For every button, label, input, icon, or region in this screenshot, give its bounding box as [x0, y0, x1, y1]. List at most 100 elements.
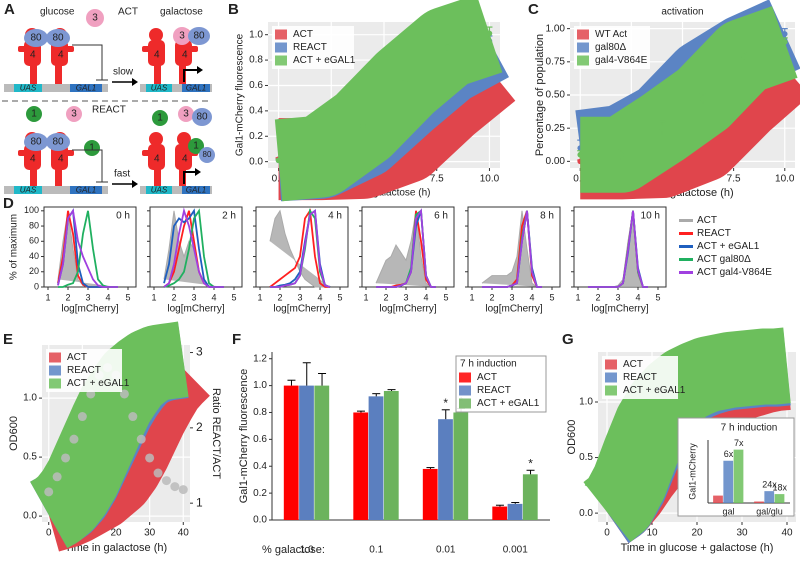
- x-tick-label: 40: [178, 528, 190, 539]
- x-tick-label: 20: [110, 528, 122, 539]
- panel-title: 10 h: [641, 211, 660, 222]
- data-point: [781, 31, 788, 37]
- y-tick-label: 0.5: [579, 452, 593, 463]
- bar: [368, 396, 384, 520]
- panel-title: 2 h: [222, 211, 236, 222]
- y-tick-label: 0.0: [253, 515, 267, 526]
- x-tick-label: 0: [46, 528, 52, 539]
- x-axis-label: log[mCherry]: [61, 304, 118, 315]
- x-tick-label: 1: [257, 292, 262, 302]
- y-tick-label: 0.0: [249, 156, 263, 167]
- dna: [4, 84, 108, 92]
- act-label: ACT: [118, 7, 138, 18]
- ratio-point: [77, 412, 87, 422]
- gal4-label: 4: [30, 154, 36, 165]
- transcription-arrow: [183, 69, 198, 82]
- y-axis-label: % of maximum: [9, 214, 20, 280]
- plot-frame: [255, 206, 349, 288]
- x-axis-label: log[mCherry]: [167, 304, 224, 315]
- x-tick-label: 4: [105, 292, 110, 302]
- x-tick-label: 7.5: [727, 174, 741, 185]
- y-tick-label: 20: [29, 266, 39, 276]
- legend-label: ACT gal80Δ: [697, 254, 751, 265]
- legend-label: ACT: [697, 215, 717, 226]
- y-axis-label: OD600: [8, 416, 20, 451]
- repression: [72, 149, 103, 182]
- legend-swatch: [605, 359, 617, 370]
- y-tick-label: 0.4: [253, 461, 267, 472]
- legend-label: REACT: [67, 365, 101, 376]
- data-point: [618, 151, 624, 158]
- histogram-curve: [270, 209, 331, 288]
- y-tick-label: 0.4: [249, 106, 263, 117]
- slow-label: slow: [113, 67, 134, 78]
- histogram-curve: [375, 210, 436, 288]
- gal1-label: 1: [193, 141, 199, 152]
- bar: [754, 501, 764, 503]
- x-tick-label: 2: [65, 292, 70, 302]
- x-tick-label: 10.0: [480, 174, 500, 185]
- panel-a: A glucose ACT galactose 4 4 80 80 3 UAS …: [2, 1, 215, 195]
- bar: [507, 503, 523, 520]
- bar-annotation: 24x: [762, 480, 777, 490]
- gal80: [46, 133, 70, 151]
- bar: [733, 449, 744, 503]
- y-tick-label: 40: [29, 251, 39, 261]
- y-axis-label: Percentage of population: [534, 34, 546, 156]
- y-tick-label: 0.0: [579, 508, 593, 519]
- gal1: [26, 106, 42, 122]
- gal4-label: 4: [58, 50, 64, 61]
- x-tick-label: 40: [781, 528, 793, 539]
- x-tick-label: 0.01: [436, 545, 456, 556]
- gal80-label: 80: [30, 33, 42, 44]
- legend-label: REACT: [477, 385, 511, 396]
- significance-mark: *: [528, 456, 533, 470]
- legend-label: gal80Δ: [595, 42, 626, 53]
- y-axis-label: OD600: [566, 420, 578, 455]
- panel-title: 4 h: [328, 211, 342, 222]
- x-tick-label: 4: [529, 292, 534, 302]
- gal80: [188, 27, 210, 45]
- gal3-label: 3: [179, 31, 185, 42]
- ratio-point: [61, 453, 71, 463]
- x-tick-label: 2: [383, 292, 388, 302]
- ratio-point: [136, 434, 146, 444]
- y-tick-label: 60: [29, 236, 39, 246]
- x-tick-label: 2: [489, 292, 494, 302]
- ratio-point: [178, 485, 188, 495]
- gene-label: GAL1: [76, 186, 96, 195]
- x-tick-label: 5: [655, 292, 660, 302]
- x-tick-label: 1.0: [300, 545, 314, 556]
- legend-swatch: [275, 42, 287, 53]
- gene: [70, 186, 102, 194]
- data-point: [360, 123, 366, 129]
- panel-letter: C: [528, 1, 539, 18]
- arrowhead: [132, 180, 138, 188]
- gal1-label: 1: [31, 109, 37, 120]
- gal80-label: 80: [30, 137, 42, 148]
- panel-letter: G: [562, 331, 574, 348]
- gene-label: GAL1: [186, 84, 206, 93]
- ratio-point: [161, 476, 171, 486]
- ratio-point: [69, 434, 79, 444]
- x-tick-label: 30: [736, 528, 748, 539]
- x-tick-label: 10.0: [775, 174, 795, 185]
- data-point: [486, 30, 493, 37]
- histogram-curve: [57, 208, 118, 288]
- legend-swatch: [49, 365, 61, 376]
- panel-title: 0 h: [116, 211, 130, 222]
- y-tick-label: 0.50: [546, 90, 566, 101]
- chart-title: 7 h induction: [721, 423, 778, 434]
- x-tick-label: 3: [297, 292, 302, 302]
- series-line: [19, 321, 213, 549]
- y-tick-label: 1.0: [23, 393, 37, 404]
- gene: [70, 84, 102, 92]
- legend-swatch: [577, 42, 589, 53]
- legend-swatch: [49, 378, 61, 389]
- y2-tick-label: 2: [196, 420, 203, 434]
- bar: [492, 506, 508, 520]
- panel-letter: B: [228, 1, 239, 18]
- panel-letter: E: [3, 331, 13, 348]
